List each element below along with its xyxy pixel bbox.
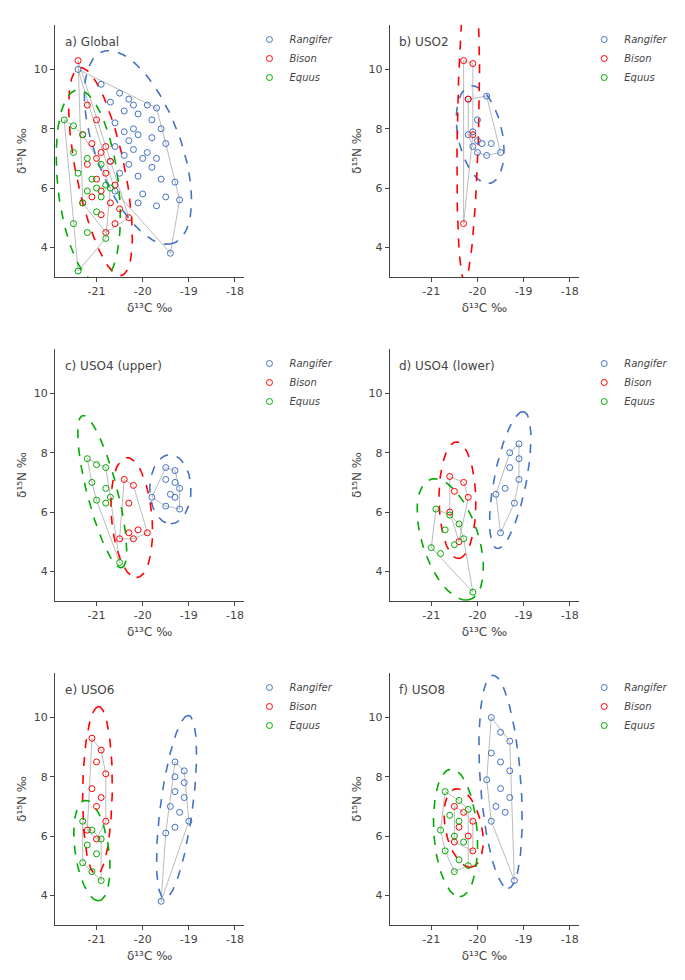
svg-text:4: 4 [41, 889, 48, 902]
svg-text:-18: -18 [561, 285, 579, 298]
svg-text:-19: -19 [180, 609, 198, 622]
svg-text:Bison: Bison [289, 377, 316, 388]
svg-text:Equus: Equus [289, 396, 320, 407]
svg-text:-19: -19 [515, 609, 533, 622]
svg-text:4: 4 [376, 889, 383, 902]
svg-text:10: 10 [369, 387, 383, 400]
svg-text:δ¹³C ‰: δ¹³C ‰ [462, 625, 507, 639]
svg-text:Equus: Equus [624, 720, 655, 731]
svg-text:Rangifer: Rangifer [289, 358, 332, 369]
svg-text:8: 8 [376, 123, 383, 136]
svg-text:-20: -20 [468, 285, 486, 298]
svg-text:δ¹³C ‰: δ¹³C ‰ [127, 625, 172, 639]
svg-text:Equus: Equus [624, 72, 655, 83]
svg-text:4: 4 [376, 241, 383, 254]
svg-text:6: 6 [376, 830, 383, 843]
svg-text:-18: -18 [561, 933, 579, 946]
svg-text:Bison: Bison [624, 377, 651, 388]
svg-text:6: 6 [41, 182, 48, 195]
svg-text:δ¹⁵N ‰: δ¹⁵N ‰ [350, 452, 364, 498]
svg-text:-18: -18 [226, 933, 244, 946]
svg-text:Rangifer: Rangifer [624, 34, 667, 45]
svg-text:δ¹⁵N ‰: δ¹⁵N ‰ [15, 776, 29, 822]
svg-text:-21: -21 [422, 285, 440, 298]
svg-text:δ¹⁵N ‰: δ¹⁵N ‰ [15, 128, 29, 174]
svg-text:f) USO8: f) USO8 [399, 683, 445, 697]
svg-text:δ¹⁵N ‰: δ¹⁵N ‰ [15, 452, 29, 498]
svg-text:8: 8 [376, 447, 383, 460]
svg-text:-20: -20 [134, 285, 152, 298]
svg-text:-21: -21 [422, 933, 440, 946]
svg-text:10: 10 [369, 711, 383, 724]
svg-text:8: 8 [41, 123, 48, 136]
svg-text:-20: -20 [468, 609, 486, 622]
svg-text:6: 6 [376, 506, 383, 519]
svg-text:Bison: Bison [624, 701, 651, 712]
svg-text:-19: -19 [515, 933, 533, 946]
svg-text:-21: -21 [88, 285, 106, 298]
svg-text:Bison: Bison [289, 53, 316, 64]
svg-text:Rangifer: Rangifer [624, 682, 667, 693]
svg-text:Bison: Bison [624, 53, 651, 64]
svg-text:10: 10 [34, 63, 48, 76]
svg-text:δ¹³C ‰: δ¹³C ‰ [127, 949, 172, 963]
svg-text:c) USO4 (upper): c) USO4 (upper) [65, 359, 162, 373]
svg-text:a) Global: a) Global [65, 35, 119, 49]
svg-text:10: 10 [34, 387, 48, 400]
svg-text:δ¹³C ‰: δ¹³C ‰ [127, 301, 172, 315]
svg-text:-21: -21 [88, 609, 106, 622]
svg-text:-19: -19 [180, 285, 198, 298]
svg-text:-18: -18 [226, 285, 244, 298]
svg-text:6: 6 [41, 830, 48, 843]
svg-text:-20: -20 [468, 933, 486, 946]
svg-text:4: 4 [376, 565, 383, 578]
svg-text:δ¹³C ‰: δ¹³C ‰ [462, 301, 507, 315]
svg-text:-21: -21 [422, 609, 440, 622]
svg-text:-18: -18 [561, 609, 579, 622]
svg-text:10: 10 [369, 63, 383, 76]
svg-text:Bison: Bison [289, 701, 316, 712]
svg-text:6: 6 [41, 506, 48, 519]
svg-text:8: 8 [41, 771, 48, 784]
svg-text:8: 8 [376, 771, 383, 784]
svg-text:4: 4 [41, 565, 48, 578]
svg-text:Equus: Equus [289, 720, 320, 731]
svg-text:4: 4 [41, 241, 48, 254]
svg-text:δ¹³C ‰: δ¹³C ‰ [462, 949, 507, 963]
svg-text:10: 10 [34, 711, 48, 724]
svg-text:d) USO4 (lower): d) USO4 (lower) [399, 359, 495, 373]
svg-text:-20: -20 [134, 609, 152, 622]
svg-text:6: 6 [376, 182, 383, 195]
svg-text:8: 8 [41, 447, 48, 460]
svg-text:Rangifer: Rangifer [289, 34, 332, 45]
svg-text:Rangifer: Rangifer [289, 682, 332, 693]
svg-text:Equus: Equus [624, 396, 655, 407]
svg-text:b) USO2: b) USO2 [399, 35, 449, 49]
svg-text:-20: -20 [134, 933, 152, 946]
svg-text:-21: -21 [88, 933, 106, 946]
svg-text:Rangifer: Rangifer [624, 358, 667, 369]
svg-text:δ¹⁵N ‰: δ¹⁵N ‰ [350, 776, 364, 822]
svg-text:Equus: Equus [289, 72, 320, 83]
svg-text:δ¹⁵N ‰: δ¹⁵N ‰ [350, 128, 364, 174]
svg-text:-19: -19 [180, 933, 198, 946]
svg-text:e) USO6: e) USO6 [65, 683, 114, 697]
svg-text:-19: -19 [515, 285, 533, 298]
svg-text:-18: -18 [226, 609, 244, 622]
